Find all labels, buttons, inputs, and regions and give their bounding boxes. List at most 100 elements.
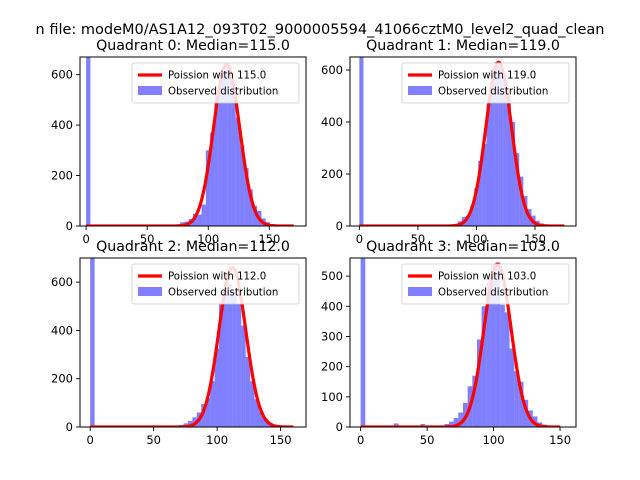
subplot-quadrant-0: 0 50 100 150 0 200 400 600 Quadrant 0: Median=11… (51, 38, 307, 246)
histogram-bar (490, 83, 495, 226)
poisson-curve (85, 62, 295, 226)
legend-poisson-label: Poission with 103.0 (438, 272, 536, 283)
y-tick-label: 0 (66, 420, 73, 434)
histogram-bar (205, 150, 211, 226)
subplot-title: Quadrant 0: Median=115.0 (96, 38, 290, 54)
x-tick-label: 0 (356, 232, 363, 246)
histogram-bar (227, 283, 233, 427)
x-tick-label: 150 (258, 232, 280, 246)
y-tick-label: 100 (321, 390, 343, 404)
x-tick-label: 50 (146, 433, 161, 447)
histogram-bar (201, 204, 206, 226)
histogram-bar (458, 412, 463, 427)
poisson-curve (89, 266, 295, 427)
histogram-bar (235, 117, 241, 226)
y-tick-label: 400 (51, 323, 73, 337)
histogram-bar (252, 205, 258, 226)
legend: Poission with 115.0 Observed distribution (131, 62, 300, 104)
histogram-bar (250, 381, 255, 427)
x-tick-label: 100 (206, 433, 228, 447)
histogram-bar (263, 418, 268, 427)
x-tick-label: 50 (411, 232, 426, 246)
histogram-bar (509, 348, 515, 427)
histogram-bar (248, 189, 253, 226)
histogram-bar (449, 421, 454, 427)
x-tick-label: 150 (524, 232, 546, 246)
histogram-bar (360, 258, 366, 427)
histogram-bar (504, 312, 510, 427)
axes-frame (79, 257, 307, 428)
histogram-bar (222, 69, 228, 226)
x-tick-label: 150 (270, 433, 292, 447)
histogram-bar (476, 339, 482, 427)
legend-observed-swatch (408, 287, 432, 296)
legend-box (131, 263, 300, 305)
histogram-bar (227, 64, 232, 226)
histogram-bar (214, 92, 219, 226)
subplot-quadrant-3: 0 50 100 150 0 100 200 300 400 500 Quadrant 3: Med… (321, 239, 577, 447)
y-tick-label: 400 (321, 115, 343, 129)
y-tick-label: 600 (51, 275, 73, 289)
y-tick-label: 400 (51, 118, 73, 132)
histogram-bar (90, 258, 95, 427)
x-tick-label: 0 (86, 433, 93, 447)
x-tick-label: 100 (483, 433, 505, 447)
histogram-bar (232, 289, 237, 427)
subplot-title: Quadrant 2: Median=112.0 (96, 239, 290, 255)
histogram-bar (498, 67, 503, 226)
poisson-curve (359, 262, 561, 427)
axes-frame (349, 257, 577, 428)
histogram-bar (214, 348, 220, 427)
histogram-bar (197, 214, 202, 226)
histogram-bar (511, 122, 516, 226)
histogram-bar (86, 57, 91, 226)
y-tick-label: 0 (336, 420, 343, 434)
subplot-quadrant-1: 0 50 100 150 0 200 400 600 Quadrant 1: Median=11… (321, 38, 577, 246)
histogram-bar (518, 381, 524, 427)
histogram-bar (465, 215, 471, 226)
subplot-title: Quadrant 1: Median=119.0 (366, 38, 560, 54)
y-tick-label: 600 (321, 63, 343, 77)
x-tick-label: 0 (82, 232, 89, 246)
histogram-bar (219, 301, 224, 427)
histogram-bar (201, 404, 206, 427)
histogram-bar (210, 132, 215, 226)
legend-observed-label: Observed distribution (438, 87, 548, 98)
histogram-bar (482, 144, 487, 226)
x-tick-label: 150 (549, 433, 571, 447)
histogram-bar (474, 188, 479, 226)
x-tick-label: 0 (357, 433, 364, 447)
legend-poisson-label: Poission with 112.0 (168, 272, 266, 283)
histogram-bar (523, 399, 529, 427)
histogram-bar (218, 78, 223, 226)
histogram-bar (494, 62, 499, 226)
subplot-quadrant-2: 0 50 100 150 0 200 400 600 Quadrant 2: Median=11… (51, 239, 307, 447)
histogram-bar (223, 282, 228, 427)
legend-observed-label: Observed distribution (168, 288, 278, 299)
histogram-bar (231, 79, 236, 226)
histogram-bar (486, 282, 491, 427)
y-tick-label: 300 (321, 329, 343, 343)
histogram-bar (472, 375, 477, 427)
histogram-bar (254, 399, 260, 427)
histogram-bar (514, 371, 519, 427)
histogram-bar (470, 206, 475, 226)
histogram-bar (244, 167, 249, 226)
histogram-bars (90, 258, 282, 427)
histogram-bar (245, 356, 251, 427)
legend-observed-swatch (138, 86, 162, 95)
histogram-bar (259, 411, 264, 427)
x-tick-label: 100 (465, 232, 487, 246)
subplot-grid: 0 50 100 150 0 200 400 600 Quadrant 0: Median=11… (51, 38, 577, 447)
y-tick-label: 500 (321, 269, 343, 283)
legend-observed-label: Observed distribution (438, 288, 548, 299)
histogram-bar (486, 103, 491, 226)
histogram-bar (205, 398, 211, 427)
y-tick-label: 200 (321, 167, 343, 181)
histogram-bar (500, 304, 505, 427)
y-tick-label: 200 (321, 360, 343, 374)
histogram-bar (393, 423, 399, 427)
histogram-bar (502, 79, 507, 226)
legend-observed-swatch (408, 86, 432, 95)
